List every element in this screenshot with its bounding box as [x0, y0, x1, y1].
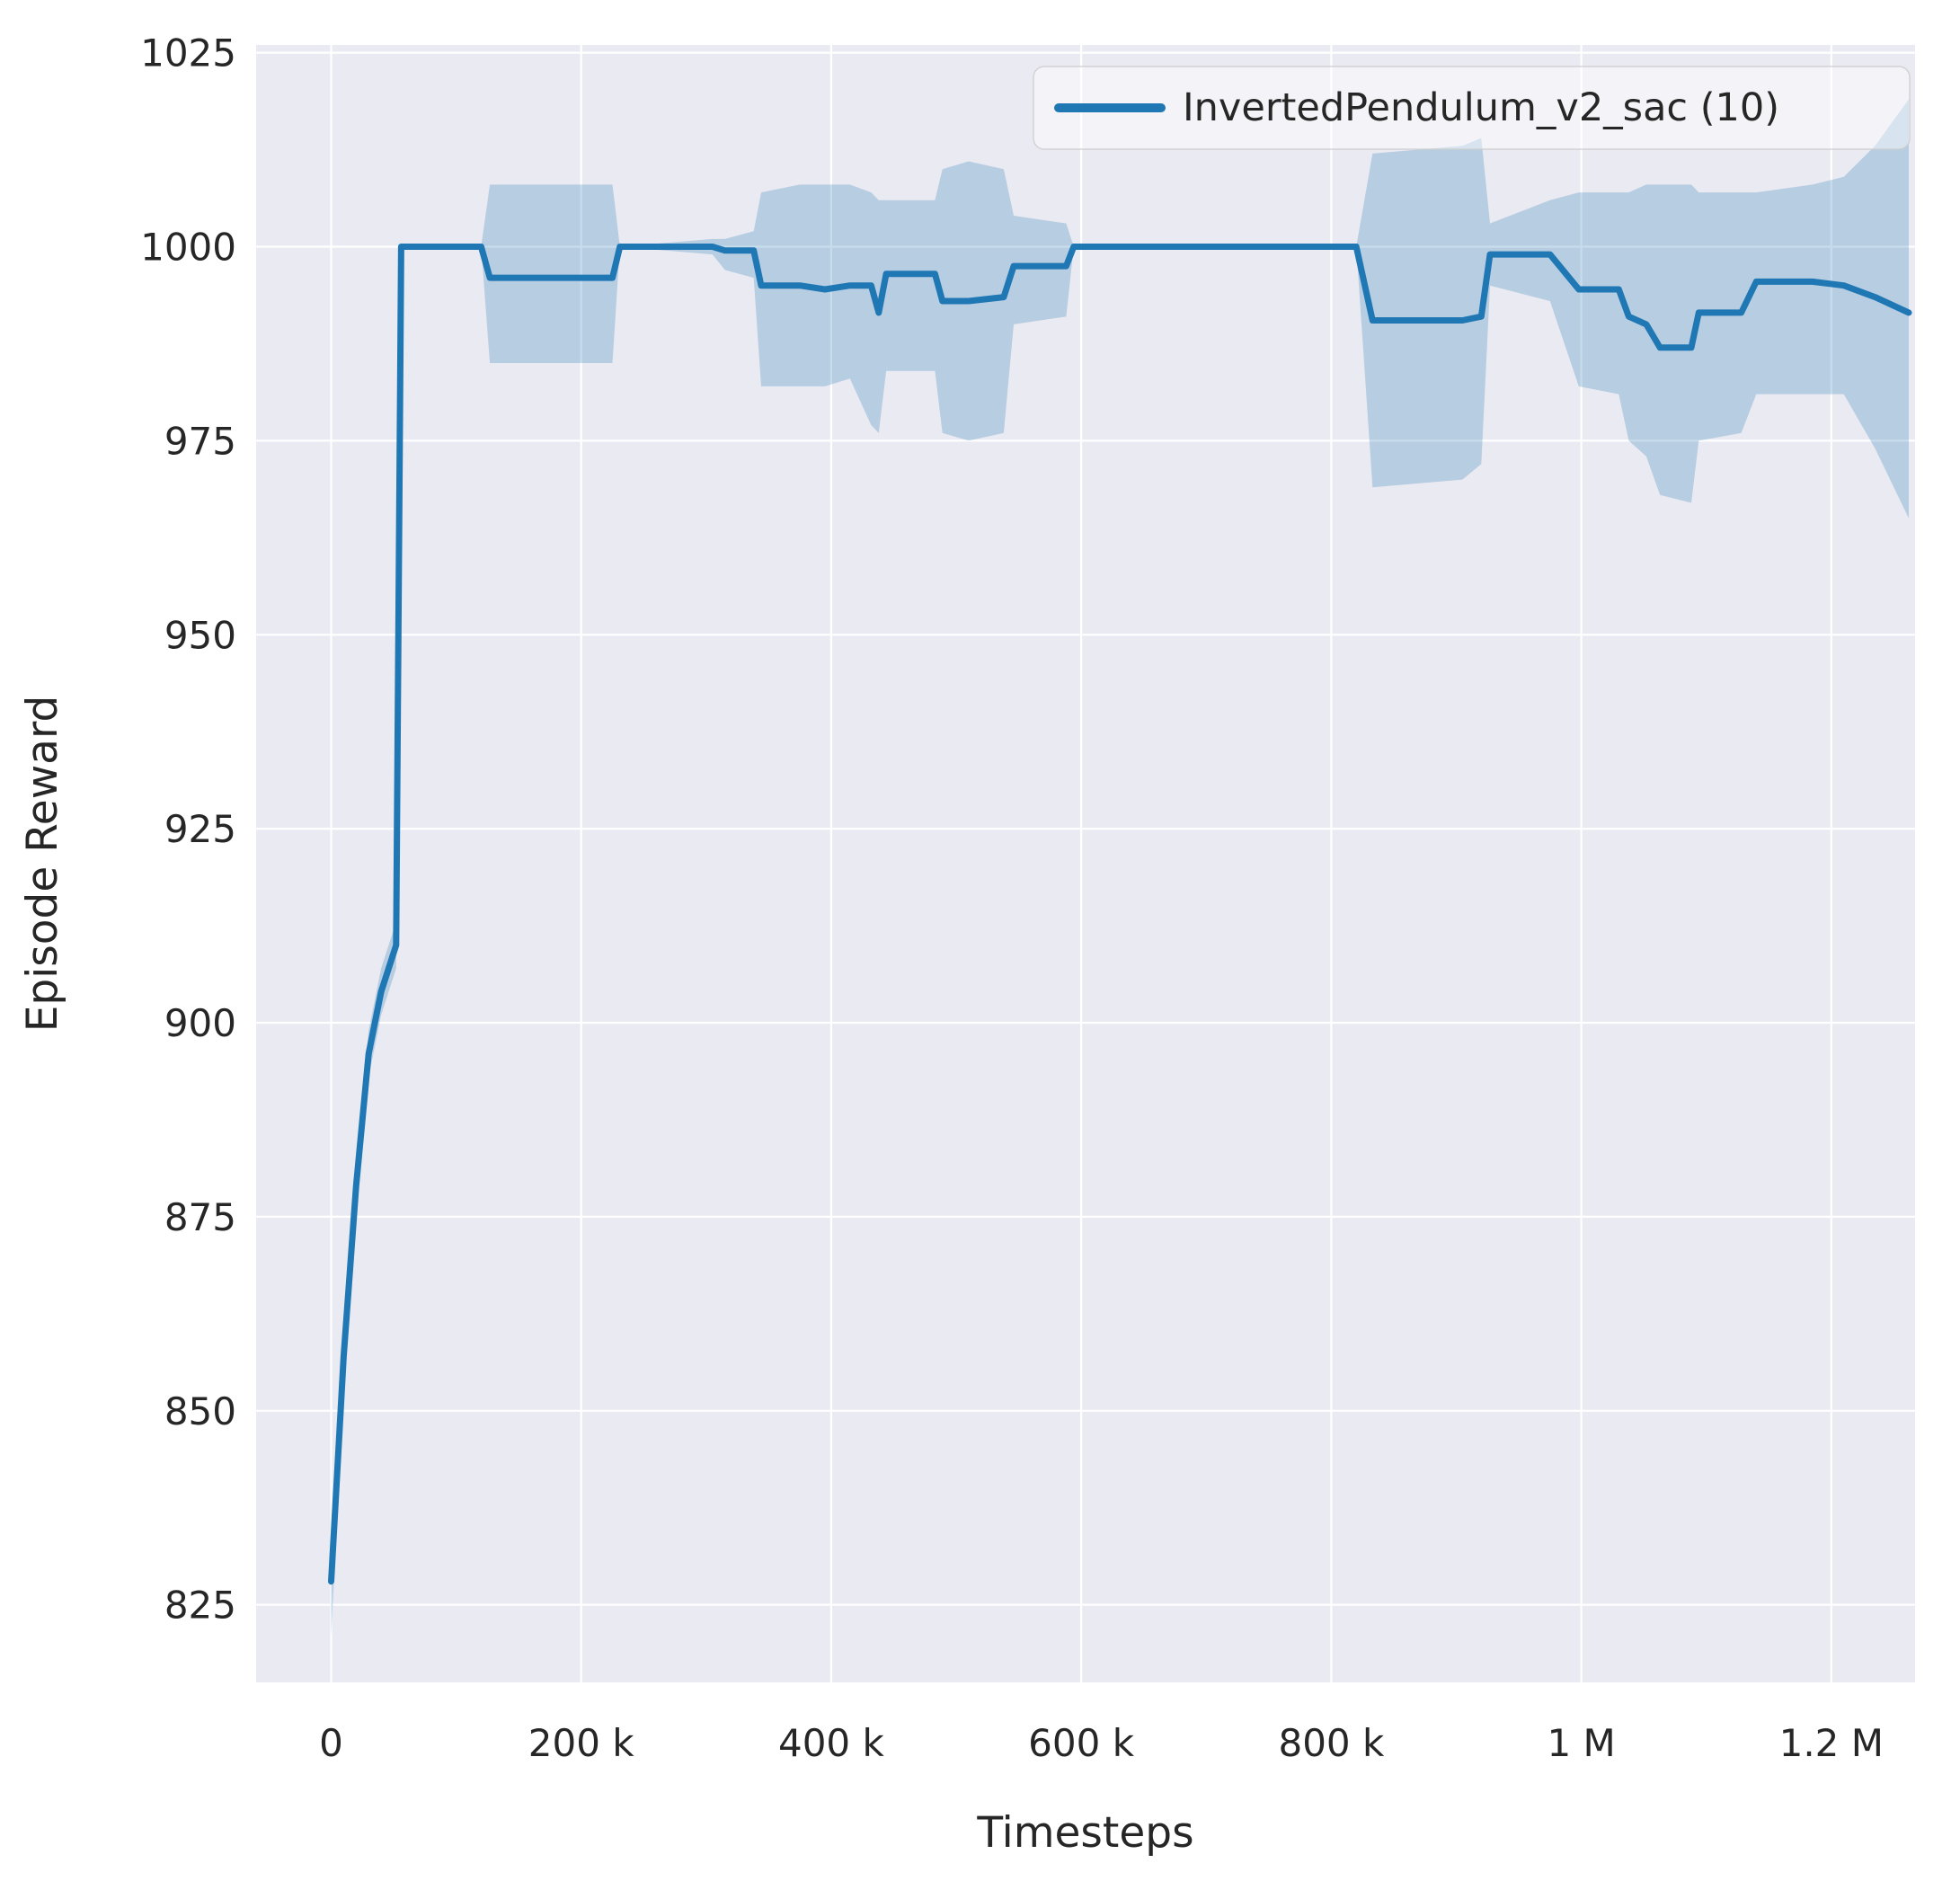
legend-box: [1033, 66, 1911, 150]
confidence-band-area: [331, 99, 1909, 1637]
series-line-group: [328, 244, 1912, 1585]
y-tick-label: 900: [164, 1001, 236, 1045]
y-tick-label: 1000: [140, 226, 236, 270]
x-tick-label: 200 k: [528, 1721, 635, 1765]
x-axis-label: Timesteps: [976, 1808, 1193, 1858]
x-tick-label: 1.2 M: [1779, 1721, 1884, 1765]
series-line: [328, 244, 1912, 1585]
x-tick-label: 0: [319, 1721, 343, 1765]
confidence-band: [331, 99, 1909, 1637]
x-tick-label: 400 k: [778, 1721, 885, 1765]
x-tick-label: 600 k: [1028, 1721, 1135, 1765]
tick-labels: 0 200 k 400 k 600 k 800 k 1 M 1.2 M 825 850 875 90…: [140, 31, 1884, 1765]
y-tick-label: 950: [164, 613, 236, 657]
y-tick-label: 850: [164, 1389, 236, 1433]
y-tick-label: 1025: [140, 31, 236, 75]
legend-label: InvertedPendulum_v2_sac (10): [1183, 85, 1779, 130]
x-tick-label: 1 M: [1547, 1721, 1615, 1765]
y-axis-label: Episode Reward: [18, 696, 67, 1033]
legend: InvertedPendulum_v2_sac (10): [1033, 66, 1911, 150]
y-tick-label: 875: [164, 1195, 236, 1239]
y-tick-label: 975: [164, 419, 236, 463]
y-tick-label: 825: [164, 1584, 236, 1628]
x-tick-label: 800 k: [1278, 1721, 1385, 1765]
y-tick-label: 925: [164, 807, 236, 851]
